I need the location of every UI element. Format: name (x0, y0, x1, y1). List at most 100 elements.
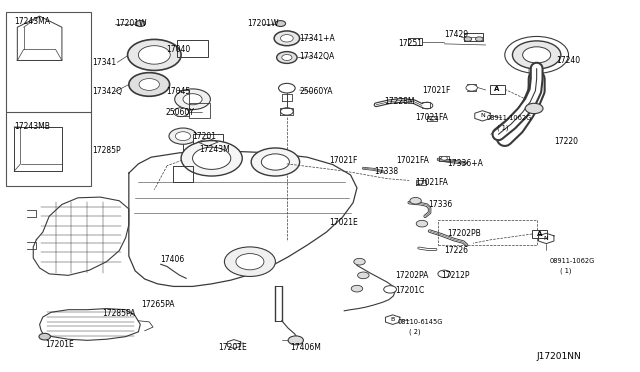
Text: 17338: 17338 (374, 167, 398, 176)
Circle shape (193, 147, 231, 169)
Circle shape (476, 37, 483, 41)
Circle shape (417, 180, 424, 184)
Circle shape (513, 41, 561, 69)
Text: 17202PB: 17202PB (447, 230, 481, 238)
Bar (177, 40, 209, 57)
Circle shape (466, 84, 477, 91)
Circle shape (384, 286, 396, 293)
Text: 17342Q: 17342Q (92, 87, 122, 96)
Text: 17406: 17406 (161, 255, 185, 264)
Text: 17021FA: 17021FA (415, 178, 449, 187)
Text: 17228M: 17228M (384, 97, 414, 106)
Text: ( 1): ( 1) (559, 268, 571, 274)
Bar (490, 85, 505, 94)
Text: 17045: 17045 (166, 87, 190, 96)
Text: 17240: 17240 (556, 56, 580, 65)
Text: 08911-1062G: 08911-1062G (487, 115, 532, 121)
Circle shape (282, 55, 292, 61)
Text: 17040: 17040 (166, 45, 190, 54)
Circle shape (181, 141, 243, 176)
Circle shape (525, 103, 543, 113)
Circle shape (127, 39, 181, 70)
Text: J17201NN: J17201NN (537, 352, 581, 361)
Text: 17285PA: 17285PA (102, 309, 136, 318)
Text: A: A (495, 86, 500, 92)
Circle shape (175, 89, 211, 110)
Circle shape (280, 108, 293, 115)
Text: 08110-6145G: 08110-6145G (397, 319, 443, 325)
Text: 17342QA: 17342QA (300, 52, 335, 61)
Text: 17265PA: 17265PA (141, 300, 175, 310)
Text: 17212P: 17212P (441, 271, 470, 280)
Circle shape (278, 83, 295, 93)
Text: 17201C: 17201C (395, 286, 424, 295)
Circle shape (39, 333, 51, 340)
Text: 17336+A: 17336+A (447, 159, 483, 169)
Circle shape (236, 254, 264, 270)
Text: 17406M: 17406M (290, 343, 321, 352)
Text: 17021F: 17021F (422, 86, 451, 94)
Circle shape (275, 20, 285, 26)
Text: 17336: 17336 (428, 200, 452, 209)
Circle shape (129, 73, 170, 96)
Text: 17243MA: 17243MA (14, 17, 50, 26)
Circle shape (416, 220, 428, 227)
Text: B: B (390, 317, 395, 322)
Text: 25060Y: 25060Y (166, 108, 195, 117)
Circle shape (169, 128, 197, 144)
Circle shape (173, 108, 189, 116)
Circle shape (410, 198, 421, 204)
Circle shape (138, 46, 170, 64)
Text: 17341: 17341 (92, 58, 116, 67)
Circle shape (464, 37, 472, 41)
Text: 17201W: 17201W (246, 19, 278, 28)
Text: 17021F: 17021F (329, 155, 357, 165)
Circle shape (288, 336, 303, 345)
Circle shape (175, 132, 191, 141)
Text: 17021FA: 17021FA (415, 113, 449, 122)
Bar (193, 134, 223, 150)
Text: 17021E: 17021E (329, 218, 358, 227)
Text: 17341+A: 17341+A (300, 34, 335, 43)
Text: 08911-1062G: 08911-1062G (549, 258, 595, 264)
Text: N: N (480, 113, 485, 118)
Bar (532, 230, 547, 238)
Circle shape (429, 116, 435, 120)
Text: 17201E: 17201E (45, 340, 74, 349)
Circle shape (251, 148, 300, 176)
Circle shape (441, 157, 447, 160)
Circle shape (139, 78, 159, 90)
Text: 25060YA: 25060YA (300, 87, 333, 96)
Text: 17243MB: 17243MB (14, 122, 50, 131)
Text: 17202PA: 17202PA (395, 271, 429, 280)
Text: 17285P: 17285P (92, 147, 120, 155)
Text: 17201E: 17201E (218, 343, 247, 352)
Text: ( 2): ( 2) (409, 328, 421, 335)
Text: 17251: 17251 (397, 39, 422, 48)
Bar (189, 103, 210, 118)
Circle shape (225, 247, 275, 276)
Text: A: A (537, 231, 543, 237)
Circle shape (523, 47, 550, 63)
Circle shape (183, 94, 202, 105)
Text: 17021FA: 17021FA (396, 155, 429, 165)
Text: ( 1): ( 1) (497, 124, 509, 131)
Circle shape (358, 272, 369, 279)
Text: 17243M: 17243M (199, 145, 230, 154)
Circle shape (421, 102, 433, 109)
Text: N: N (544, 236, 548, 241)
Circle shape (276, 52, 297, 63)
Text: 17201: 17201 (193, 132, 216, 141)
Text: 17429: 17429 (444, 30, 468, 39)
Text: 17220: 17220 (554, 137, 579, 146)
Text: 17226: 17226 (444, 246, 468, 255)
Circle shape (351, 285, 363, 292)
Circle shape (438, 270, 451, 278)
Bar (6, 13, 91, 186)
Circle shape (274, 31, 300, 46)
Text: 17201W: 17201W (115, 19, 147, 28)
Circle shape (261, 154, 289, 170)
Circle shape (354, 259, 365, 265)
Circle shape (280, 35, 293, 42)
Circle shape (135, 20, 145, 26)
